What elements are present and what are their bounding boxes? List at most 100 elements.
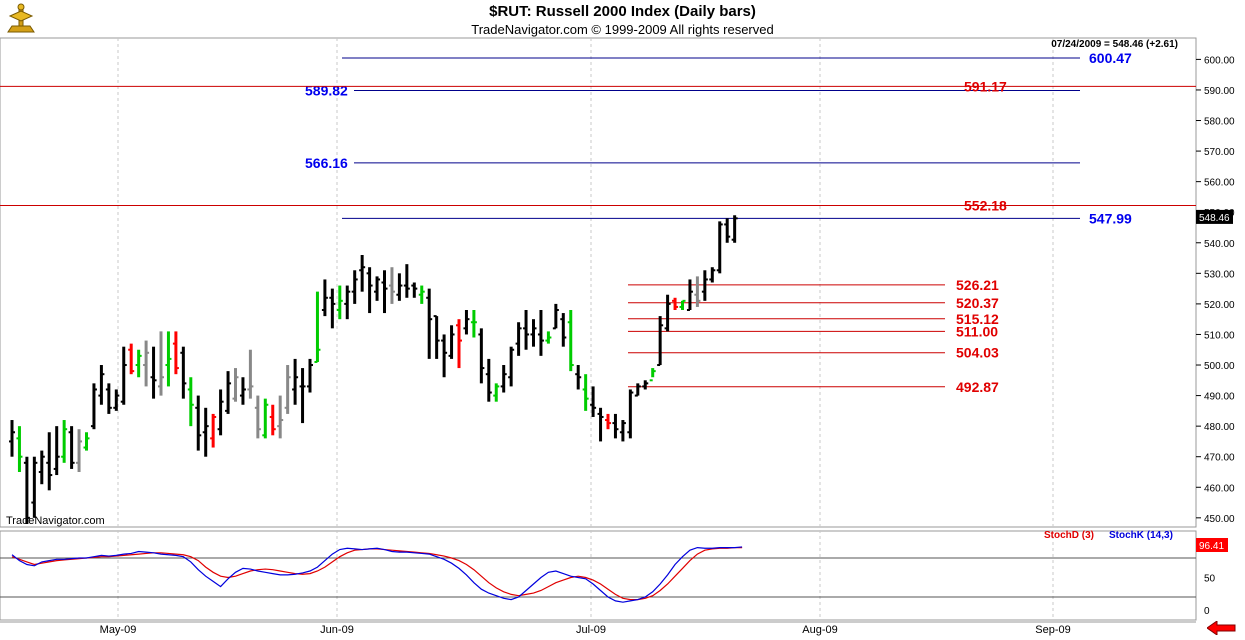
price-panel-frame <box>0 37 1197 528</box>
ohlc-bar <box>202 407 209 457</box>
ohlc-bar <box>582 374 589 411</box>
ohlc-bar <box>374 276 381 301</box>
y-tick-label: 580.00 <box>1204 117 1235 128</box>
ohlc-bar <box>113 389 120 411</box>
level-label: 566.16 <box>305 155 348 171</box>
x-tick-label: Jul-09 <box>576 624 606 636</box>
ohlc-bar <box>493 383 500 402</box>
last-price-box <box>1196 209 1233 224</box>
x-tick-label: May-09 <box>100 624 137 636</box>
ohlc-bar <box>269 404 276 436</box>
ohlc-bar <box>158 331 164 396</box>
ohlc-bar <box>590 386 597 417</box>
ohlc-bar <box>120 346 127 405</box>
level-label: 492.87 <box>956 379 999 395</box>
chart-header: $RUT: Russell 2000 Index (Daily bars) Tr… <box>0 0 1245 38</box>
x-tick-label: Jun-09 <box>320 624 354 636</box>
ohlc-bar <box>381 270 388 314</box>
ohlc-bar <box>90 383 97 430</box>
ohlc-bar <box>575 365 582 390</box>
ohlc-bar <box>359 254 366 292</box>
ohlc-bar <box>537 310 544 356</box>
ohlc-bar <box>515 322 522 356</box>
ohlc-bar <box>351 270 358 304</box>
stoch-legend-k: StochK (14,3) <box>1109 530 1173 541</box>
scroll-left-arrow-icon[interactable] <box>1207 621 1237 635</box>
ohlc-bar <box>560 313 567 347</box>
ohlc-bar <box>552 303 559 330</box>
ohlc-bar <box>46 432 53 491</box>
y-tick-label: 480.00 <box>1204 422 1235 433</box>
ohlc-bar <box>128 343 135 375</box>
stoch-panel-frame <box>0 530 1197 621</box>
ohlc-bar <box>709 267 716 283</box>
ohlc-bar <box>649 368 656 382</box>
ohlc-bar <box>679 299 686 311</box>
ohlc-bar <box>694 276 701 307</box>
ohlc-bar <box>664 294 671 332</box>
stoch-series-line <box>11 546 743 603</box>
ohlc-bar <box>143 340 150 387</box>
ohlc-bar <box>530 319 537 347</box>
ohlc-bar <box>105 383 112 414</box>
ohlc-bar <box>83 432 90 451</box>
ohlc-bar <box>217 389 224 436</box>
ohlc-bar <box>98 365 105 405</box>
ohlc-bar <box>247 349 254 399</box>
y-tick-label: 460.00 <box>1204 483 1235 494</box>
ohlc-bar <box>38 450 45 485</box>
y-tick-label: 470.00 <box>1204 453 1235 464</box>
ohlc-bar <box>672 297 679 311</box>
ohlc-bar <box>254 395 261 439</box>
ohlc-bar <box>388 267 395 304</box>
stoch-y-tick-label: 50 <box>1204 574 1216 585</box>
ohlc-bar <box>433 315 440 359</box>
y-tick-label: 560.00 <box>1204 178 1235 189</box>
ohlc-bar <box>225 371 232 414</box>
ohlc-bar <box>239 377 246 405</box>
ohlc-bar <box>657 316 664 367</box>
ohlc-bar <box>426 288 433 359</box>
ohlc-bar <box>284 365 291 414</box>
ohlc-bar <box>642 380 649 390</box>
ohlc-bar <box>336 285 343 320</box>
ohlc-bar <box>76 429 83 472</box>
y-tick-label: 520.00 <box>1204 300 1235 311</box>
ohlc-bar <box>210 413 217 448</box>
watermark-text: TradeNavigator.com <box>6 515 105 527</box>
ohlc-bar <box>448 325 455 359</box>
level-label: 552.18 <box>964 198 1007 214</box>
ohlc-bar <box>262 398 269 439</box>
trade-navigator-logo-icon <box>7 3 35 33</box>
ohlc-bar <box>567 310 574 372</box>
ohlc-bar <box>396 273 403 301</box>
y-tick-label: 500.00 <box>1204 361 1235 372</box>
y-tick-label: 600.00 <box>1204 55 1235 66</box>
ohlc-bar <box>135 349 142 378</box>
ohlc-bar <box>165 331 172 387</box>
ohlc-bar <box>485 358 492 402</box>
ohlc-bar <box>232 368 239 402</box>
x-tick-label: Aug-09 <box>802 624 837 636</box>
ohlc-bar <box>314 291 321 363</box>
ohlc-bar <box>321 279 328 317</box>
ohlc-bar <box>478 328 485 384</box>
ohlc-bar <box>463 310 470 335</box>
ohlc-bar <box>701 270 708 301</box>
ohlc-bar <box>9 420 15 457</box>
ohlc-bar <box>68 426 75 469</box>
ohlc-bar <box>634 383 641 397</box>
ohlc-bar <box>187 377 194 427</box>
level-label: 547.99 <box>1089 210 1132 226</box>
y-tick-label: 540.00 <box>1204 239 1235 250</box>
y-tick-label: 530.00 <box>1204 269 1235 280</box>
level-label: 526.21 <box>956 277 999 293</box>
ohlc-bar <box>716 221 723 274</box>
level-label: 600.47 <box>1089 50 1132 66</box>
level-label: 591.17 <box>964 78 1007 94</box>
ohlc-bar <box>180 346 187 399</box>
y-tick-label: 490.00 <box>1204 392 1235 403</box>
stoch-last-box <box>1196 538 1228 552</box>
y-tick-label: 570.00 <box>1204 147 1235 158</box>
